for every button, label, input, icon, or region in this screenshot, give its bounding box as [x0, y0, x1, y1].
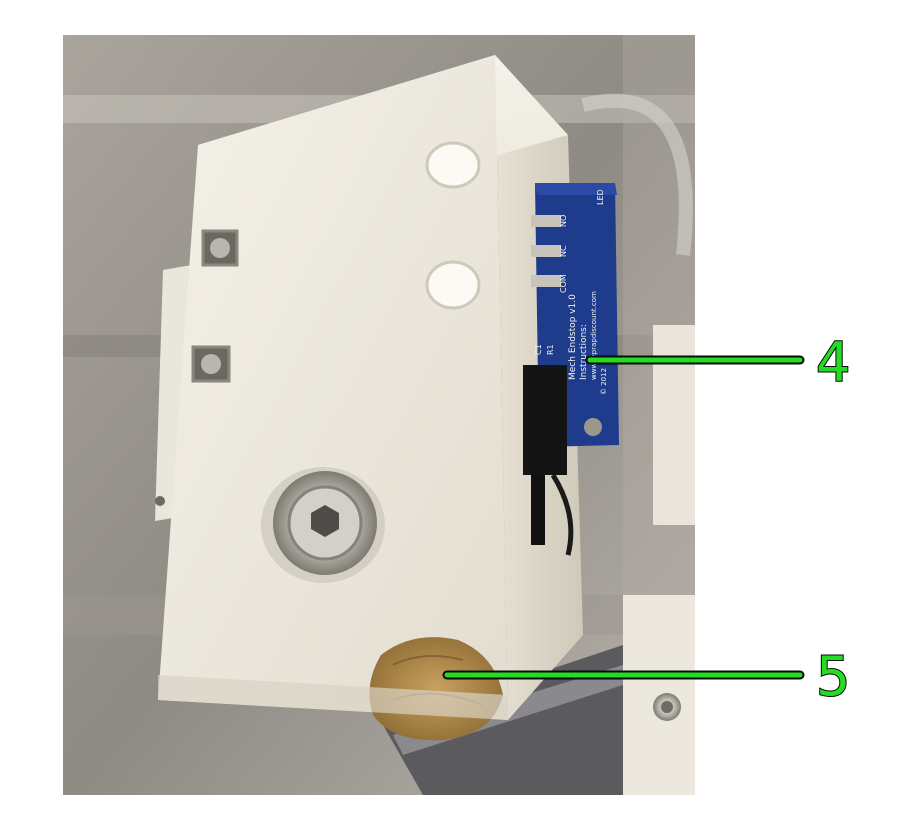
pcb-ref-c1: C1 [534, 344, 543, 355]
mounting-screw [261, 467, 385, 583]
pcb-ref-led: LED [596, 189, 605, 205]
pcb-pin-com: COM [559, 274, 568, 293]
pcb-title: Mech Endstop v1.0 [568, 294, 578, 380]
pcb-pin-nc: NC [559, 245, 568, 257]
pcb-year: © 2012 [600, 368, 608, 395]
endstop-photo: Mech Endstop v1.0 Instructions: www.repr… [63, 35, 695, 795]
callout-label-4: 4 [815, 331, 851, 394]
pcb-instructions: Instructions: [579, 324, 589, 380]
pcb-ref-r1: R1 [546, 344, 555, 355]
pcb-url: www.reprapdiscount.com [590, 291, 598, 380]
pcb-pin-no: NO [559, 215, 568, 227]
endstop-pcb: Mech Endstop v1.0 Instructions: www.repr… [523, 183, 619, 556]
callout-label-5: 5 [815, 645, 851, 708]
endstop-holder [158, 55, 508, 720]
